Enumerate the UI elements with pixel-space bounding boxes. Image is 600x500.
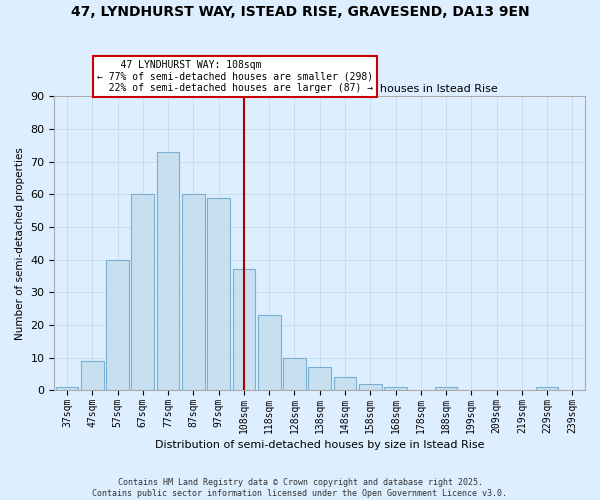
Bar: [359, 384, 382, 390]
Bar: [536, 387, 559, 390]
Bar: [81, 361, 104, 390]
Bar: [182, 194, 205, 390]
Bar: [283, 358, 306, 390]
Bar: [131, 194, 154, 390]
Bar: [258, 315, 281, 390]
Text: Contains HM Land Registry data © Crown copyright and database right 2025.
Contai: Contains HM Land Registry data © Crown c…: [92, 478, 508, 498]
Text: 47 LYNDHURST WAY: 108sqm
← 77% of semi-detached houses are smaller (298)
  22% o: 47 LYNDHURST WAY: 108sqm ← 77% of semi-d…: [97, 60, 373, 93]
Title: Size of property relative to semi-detached houses in Istead Rise: Size of property relative to semi-detach…: [142, 84, 498, 94]
X-axis label: Distribution of semi-detached houses by size in Istead Rise: Distribution of semi-detached houses by …: [155, 440, 484, 450]
Bar: [56, 387, 79, 390]
Bar: [384, 387, 407, 390]
Y-axis label: Number of semi-detached properties: Number of semi-detached properties: [15, 147, 25, 340]
Bar: [308, 368, 331, 390]
Bar: [434, 387, 457, 390]
Text: 47, LYNDHURST WAY, ISTEAD RISE, GRAVESEND, DA13 9EN: 47, LYNDHURST WAY, ISTEAD RISE, GRAVESEN…: [71, 5, 529, 19]
Bar: [157, 152, 179, 390]
Bar: [106, 260, 129, 390]
Bar: [207, 198, 230, 390]
Bar: [233, 270, 255, 390]
Bar: [334, 377, 356, 390]
